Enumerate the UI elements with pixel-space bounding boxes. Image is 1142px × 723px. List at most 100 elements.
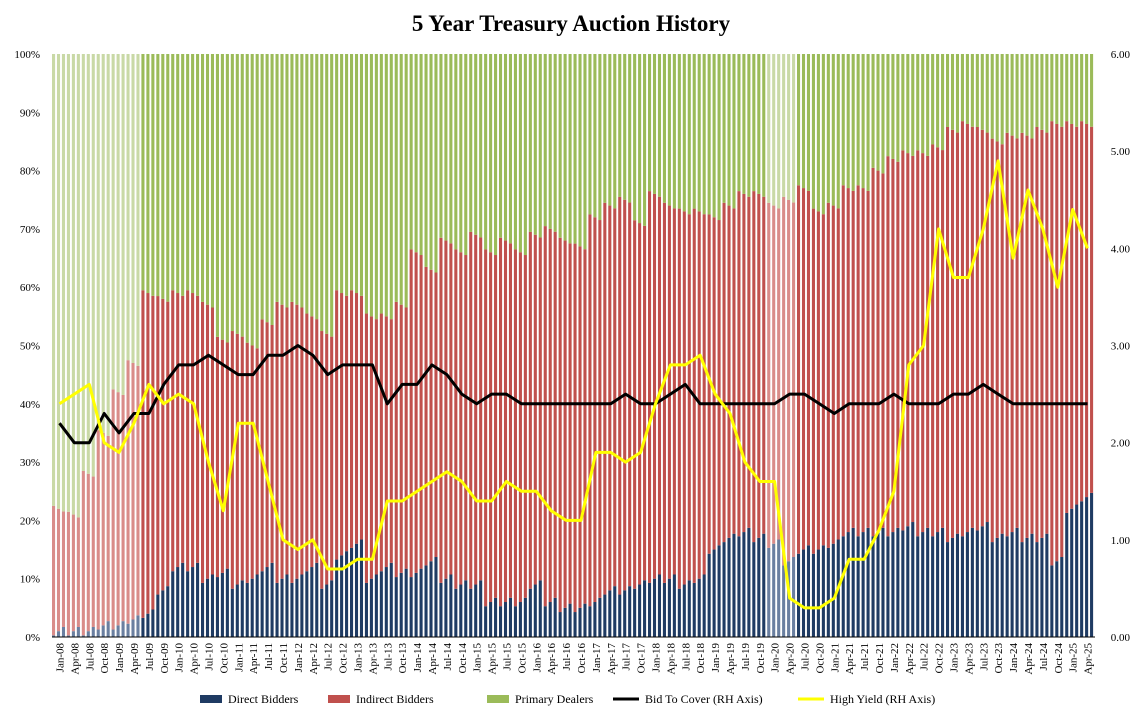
auction-bar bbox=[518, 54, 522, 637]
auction-bar bbox=[523, 54, 527, 637]
direct-bidders-segment bbox=[419, 568, 423, 637]
auction-bar bbox=[52, 54, 56, 637]
primary-dealers-segment bbox=[1065, 54, 1069, 122]
auction-bar bbox=[81, 54, 85, 637]
x-axis-tick-label: Oct-12 bbox=[338, 643, 350, 674]
direct-bidders-segment bbox=[538, 580, 542, 637]
legend-item: Primary Dealers bbox=[487, 692, 594, 706]
primary-dealers-segment bbox=[1000, 54, 1004, 145]
primary-dealers-segment bbox=[265, 54, 269, 323]
auction-bar bbox=[166, 54, 170, 637]
direct-bidders-segment bbox=[1045, 533, 1049, 637]
auction-bar bbox=[777, 54, 781, 637]
primary-dealers-segment bbox=[459, 54, 463, 253]
direct-bidders-segment bbox=[990, 542, 994, 637]
auction-bar bbox=[201, 54, 205, 637]
direct-bidders-segment bbox=[950, 537, 955, 637]
x-axis-tick-label: Jan-21 bbox=[829, 643, 841, 672]
auction-bar bbox=[891, 54, 895, 637]
auction-bar bbox=[1030, 54, 1034, 637]
primary-dealers-segment bbox=[503, 54, 508, 241]
indirect-bidders-segment bbox=[265, 322, 269, 568]
primary-dealers-segment bbox=[682, 54, 686, 212]
indirect-bidders-segment bbox=[652, 193, 657, 579]
direct-bidders-segment bbox=[111, 629, 115, 637]
auction-bar bbox=[990, 54, 994, 637]
legend: Direct Bidders Indirect Bidders Primary De… bbox=[200, 692, 935, 706]
primary-dealers-segment bbox=[662, 54, 666, 203]
auction-bar bbox=[548, 54, 552, 637]
primary-dealers-segment bbox=[56, 54, 61, 509]
primary-dealers-segment bbox=[692, 54, 696, 209]
primary-dealers-segment bbox=[240, 54, 244, 337]
indirect-bidders-segment bbox=[464, 255, 468, 581]
indirect-bidders-segment bbox=[285, 307, 289, 575]
auction-bar bbox=[1025, 54, 1029, 637]
primary-dealers-segment bbox=[1085, 54, 1089, 124]
direct-bidders-segment bbox=[1090, 492, 1094, 637]
direct-bidders-segment bbox=[886, 536, 890, 637]
indirect-bidders-segment bbox=[126, 360, 130, 624]
indirect-bidders-segment bbox=[335, 290, 339, 560]
primary-dealers-segment bbox=[946, 54, 950, 127]
primary-dealers-segment bbox=[464, 54, 468, 256]
indirect-bidders-segment bbox=[881, 173, 885, 528]
direct-bidders-segment bbox=[181, 562, 185, 637]
x-axis-tick-label: Jan-13 bbox=[352, 643, 364, 673]
indirect-bidders-segment bbox=[553, 231, 557, 598]
auction-bar bbox=[682, 54, 686, 637]
primary-dealers-segment bbox=[831, 54, 835, 206]
indirect-bidders-segment bbox=[1090, 126, 1094, 493]
auction-bar bbox=[687, 54, 691, 637]
auction-bar bbox=[613, 54, 617, 637]
direct-bidders-segment bbox=[995, 537, 999, 637]
direct-bidders-segment bbox=[469, 588, 473, 637]
line-series-group bbox=[58, 159, 1089, 610]
direct-bidders-segment bbox=[265, 567, 269, 637]
primary-dealers-segment bbox=[201, 54, 205, 302]
right-axis-tick-label: 1.00 bbox=[1111, 535, 1131, 547]
primary-dealers-segment bbox=[389, 54, 393, 320]
direct-bidders-segment bbox=[250, 578, 254, 637]
direct-bidders-segment bbox=[985, 522, 989, 637]
x-axis-tick-label: Apr-11 bbox=[248, 643, 260, 674]
primary-dealers-segment bbox=[513, 54, 517, 250]
auction-bar bbox=[901, 54, 905, 637]
indirect-bidders-segment bbox=[91, 476, 95, 627]
primary-dealers-segment bbox=[936, 54, 940, 148]
direct-bidders-segment bbox=[399, 572, 403, 637]
indirect-bidders-segment bbox=[255, 348, 259, 575]
indirect-bidders-segment bbox=[166, 301, 170, 587]
indirect-bidders-segment bbox=[618, 196, 622, 595]
direct-bidders-segment bbox=[171, 571, 175, 637]
direct-bidders-segment bbox=[687, 580, 691, 637]
primary-dealers-segment bbox=[648, 54, 652, 192]
primary-dealers-segment bbox=[941, 54, 945, 151]
indirect-bidders-segment bbox=[71, 514, 75, 632]
indirect-bidders-segment bbox=[836, 208, 840, 540]
direct-bidders-segment bbox=[876, 532, 880, 637]
direct-bidders-segment bbox=[474, 584, 478, 637]
primary-dealers-segment bbox=[747, 54, 751, 197]
indirect-bidders-segment bbox=[732, 208, 736, 534]
direct-bidders-segment bbox=[330, 580, 334, 637]
auction-bar bbox=[151, 54, 155, 637]
direct-bidders-segment bbox=[801, 549, 806, 637]
indirect-bidders-segment bbox=[384, 316, 388, 568]
auction-bar bbox=[330, 54, 334, 637]
indirect-bidders-segment bbox=[295, 304, 299, 579]
right-axis-tick-label: 2.00 bbox=[1111, 438, 1131, 450]
direct-bidders-segment bbox=[136, 615, 140, 637]
primary-dealers-segment bbox=[891, 54, 895, 159]
indirect-bidders-segment bbox=[568, 243, 572, 604]
indirect-bidders-segment bbox=[449, 243, 453, 575]
direct-bidders-segment bbox=[374, 574, 378, 637]
primary-dealers-segment bbox=[76, 54, 80, 518]
x-axis-tick-label: Jan-11 bbox=[233, 643, 245, 672]
auction-bar bbox=[931, 54, 935, 637]
direct-bidders-segment bbox=[926, 527, 930, 637]
primary-dealers-segment bbox=[821, 54, 825, 215]
x-axis-tick-label: Jan-18 bbox=[650, 643, 662, 673]
primary-dealers-segment bbox=[210, 54, 215, 308]
direct-bidders-segment bbox=[970, 527, 974, 637]
